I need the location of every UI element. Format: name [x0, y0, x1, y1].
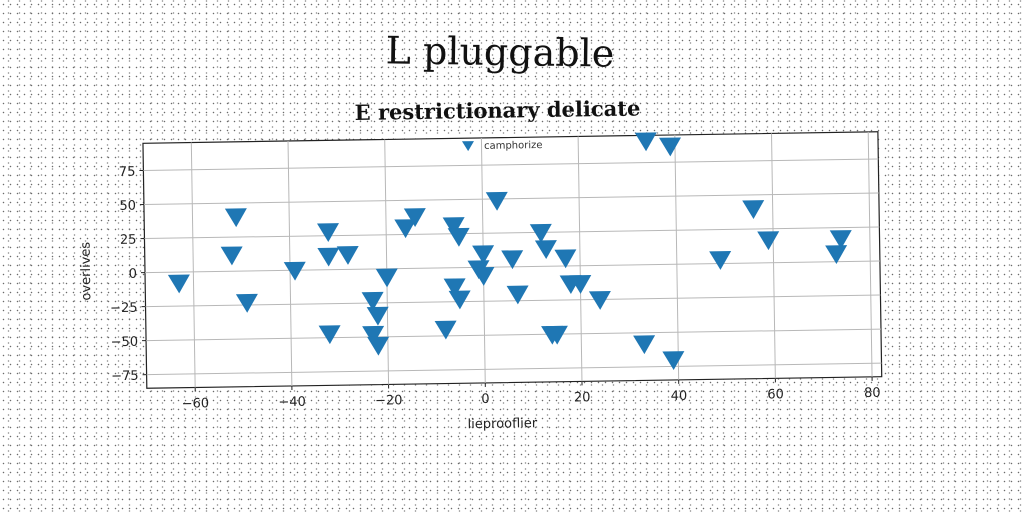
data-point — [709, 251, 732, 270]
y-tick-label: 75 — [119, 165, 136, 180]
y-grid-line — [146, 362, 882, 376]
y-tick-label: −75 — [111, 369, 139, 384]
grid-lines — [143, 131, 882, 388]
chart-subtitle: E restrictionary delicate — [354, 95, 640, 124]
y-grid-line — [145, 294, 881, 308]
data-point — [434, 320, 457, 340]
data-point — [662, 351, 685, 371]
x-grid-line — [771, 133, 776, 379]
data-point — [534, 240, 557, 260]
y-ticks: −75 −50 −25 0 25 50 75 — [110, 165, 147, 384]
y-grid-line — [146, 328, 881, 342]
scatter-chart: E restrictionary delicate −60 −40 −20 0 20 40… — [57, 83, 903, 456]
y-tick-label: −50 — [111, 335, 139, 350]
data-point — [569, 275, 592, 294]
x-tick-label: 80 — [864, 386, 881, 401]
data-point — [403, 208, 426, 228]
data-point — [633, 335, 656, 355]
data-point — [361, 291, 384, 311]
legend: camphorize — [461, 140, 543, 152]
data-point — [472, 266, 495, 286]
chart-svg: E restrictionary delicate −60 −40 −20 0 20 40… — [79, 95, 883, 432]
y-tick-label: 0 — [129, 267, 138, 282]
data-point — [634, 132, 657, 152]
x-tick-label: 20 — [574, 390, 591, 405]
x-grid-line — [674, 134, 680, 380]
data-point — [362, 325, 385, 345]
legend-marker — [461, 141, 474, 152]
y-grid-line — [143, 158, 879, 171]
data-point — [167, 274, 190, 294]
data-point — [224, 208, 247, 228]
x-grid-line — [577, 136, 583, 382]
data-point — [659, 137, 682, 157]
data-point — [757, 231, 780, 251]
x-axis-label: lieprooflier — [468, 416, 538, 432]
data-point — [472, 245, 495, 265]
x-tick-label: −20 — [375, 393, 403, 408]
page-title: L pluggable — [385, 28, 615, 76]
data-points — [167, 132, 852, 371]
data-point — [283, 261, 306, 281]
data-point — [220, 246, 243, 266]
y-tick-label: −25 — [110, 301, 138, 316]
data-point — [529, 223, 552, 243]
y-grid-line — [144, 226, 880, 240]
y-tick-label: 50 — [119, 199, 136, 214]
data-point — [588, 291, 611, 310]
y-tick-label: 25 — [120, 233, 137, 248]
data-point — [448, 290, 471, 310]
data-point — [443, 278, 466, 298]
x-tick-label: −60 — [182, 396, 210, 411]
data-point — [367, 336, 390, 356]
data-point — [742, 200, 765, 220]
data-point — [235, 293, 258, 313]
x-ticks: −60 −40 −20 0 20 40 60 80 — [182, 376, 881, 412]
data-point — [545, 325, 568, 345]
legend-label: camphorize — [484, 140, 543, 152]
x-grid-line — [384, 139, 390, 385]
data-point — [506, 285, 529, 305]
x-tick-label: 40 — [671, 389, 688, 404]
x-tick-label: −40 — [278, 395, 306, 410]
y-grid-line — [143, 192, 879, 206]
data-point — [447, 227, 470, 247]
data-point — [336, 245, 359, 265]
data-point — [442, 217, 465, 236]
data-point — [317, 247, 340, 267]
x-grid-line — [867, 131, 873, 377]
data-point — [501, 250, 524, 270]
data-point — [554, 249, 577, 269]
data-point — [318, 325, 341, 345]
data-point — [485, 191, 508, 211]
x-grid-line — [190, 142, 196, 388]
data-point — [375, 268, 398, 288]
x-tick-label: 60 — [767, 387, 784, 402]
data-point — [394, 219, 417, 239]
data-point — [829, 230, 852, 249]
data-point — [825, 245, 848, 264]
y-axis-label: overlives — [79, 242, 95, 301]
data-point — [316, 223, 339, 243]
data-point — [366, 306, 389, 326]
x-tick-label: 0 — [481, 392, 490, 407]
